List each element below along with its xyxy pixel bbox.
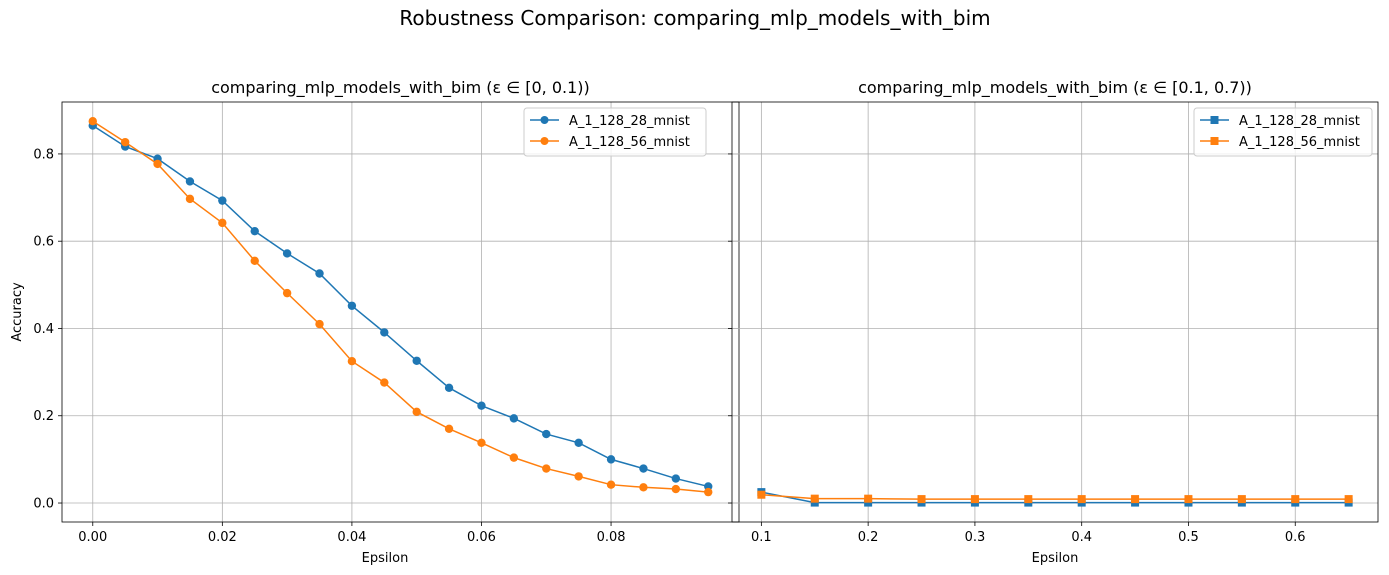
left-xtick-label: 0.08 (597, 530, 626, 545)
left-ytick-label: 0.2 (33, 409, 54, 424)
left-series-0-point (574, 438, 583, 447)
left-series-1-point (477, 438, 486, 447)
right-series-1-point (917, 495, 926, 504)
right-series-1-point (1077, 495, 1086, 504)
right-legend-marker-series-0 (1210, 116, 1219, 124)
left-ylabel: Accuracy (10, 282, 25, 342)
left-axes: comparing_mlp_models_with_bim (ε ∈ [0, 0… (10, 78, 740, 566)
left-series-1-point (704, 487, 713, 497)
right-series-1-line (761, 493, 1349, 500)
right-series-1-point (1344, 495, 1353, 504)
right-axes-title: comparing_mlp_models_with_bim (ε ∈ [0.1,… (858, 78, 1252, 98)
left-legend-marker-series-0 (540, 116, 549, 124)
left-series-1-point (542, 464, 551, 473)
right-xlabel: Epsilon (1032, 551, 1079, 566)
left-ytick-label: 0.4 (33, 322, 54, 337)
left-series-1-point (606, 480, 616, 489)
left-series-0-point (380, 328, 389, 337)
left-series (88, 117, 713, 497)
right-series-1-point (1131, 495, 1140, 504)
right-legend-marker-series-1 (1210, 137, 1219, 145)
left-ytick-label: 0.8 (33, 147, 54, 162)
left-series-1-point (347, 357, 357, 366)
right-series-1-point (810, 494, 819, 503)
right-series-1-point (1024, 495, 1033, 504)
left-ticks: 0.00 0.02 0.04 0.06 0.08 0.0 0.2 0.4 0.6 0.8 (33, 147, 625, 545)
right-series-1-point (1184, 495, 1193, 504)
left-grid (62, 102, 739, 522)
left-xtick-label: 0.04 (337, 530, 366, 545)
left-series-1-point (282, 288, 292, 298)
right-xtick-label: 0.4 (1071, 530, 1092, 545)
right-xtick-label: 0.5 (1178, 530, 1199, 545)
left-xtick-label: 0.00 (78, 530, 107, 545)
left-series-0-point (185, 177, 195, 186)
left-series-0-point (282, 249, 292, 258)
left-axes-frame (61, 101, 740, 523)
left-legend-label-series-1: A_1_128_56_mnist (569, 135, 690, 150)
left-series-1-point (380, 378, 389, 387)
left-series-0-point (477, 401, 486, 410)
left-series-0-point (606, 455, 616, 464)
left-series-1-point (315, 319, 324, 329)
right-legend: A_1_128_28_mnist A_1_128_56_mnist (1193, 107, 1373, 157)
left-series-1-point (444, 424, 454, 434)
left-series-1-point (120, 137, 130, 147)
right-series-1-point (757, 490, 766, 499)
right-xtick-label: 0.1 (751, 530, 772, 545)
left-series-0-point (542, 429, 551, 439)
left-xlabel: Epsilon (362, 551, 409, 566)
left-series-0-point (412, 356, 421, 365)
right-series-1-point (864, 494, 873, 503)
left-series-1-point (412, 407, 421, 417)
left-series-1-point (574, 472, 583, 481)
right-axes: comparing_mlp_models_with_bim (ε ∈ [0.1,… (728, 78, 1379, 566)
right-series (757, 488, 1353, 507)
left-series-1-point (671, 484, 681, 494)
right-grid (732, 102, 1378, 522)
left-series-1-point (639, 483, 648, 492)
left-series-1-line (92, 120, 709, 493)
left-series-0-point (639, 464, 648, 473)
left-series-1-point (153, 159, 162, 169)
left-ytick-label: 0.6 (33, 235, 54, 250)
left-xtick-label: 0.06 (467, 530, 496, 545)
right-series-1-point (970, 495, 979, 504)
left-xtick-label: 0.02 (208, 530, 237, 545)
right-legend-label-series-0: A_1_128_28_mnist (1239, 114, 1360, 129)
left-series-1-point (250, 256, 259, 266)
left-series-0-point (315, 269, 324, 278)
left-series-0-point (347, 301, 357, 310)
left-series-0-point (671, 474, 681, 483)
right-xtick-label: 0.2 (858, 530, 879, 545)
figure-suptitle: Robustness Comparison: comparing_mlp_mod… (399, 6, 990, 30)
right-axes-frame (731, 101, 1379, 523)
left-series-1-point (218, 218, 227, 228)
left-axes-title: comparing_mlp_models_with_bim (ε ∈ [0, 0… (211, 78, 590, 98)
left-legend-label-series-0: A_1_128_28_mnist (569, 114, 690, 129)
right-xtick-label: 0.6 (1285, 530, 1306, 545)
right-xtick-label: 0.3 (965, 530, 986, 545)
left-series-0-point (250, 226, 259, 236)
left-ytick-label: 0.0 (33, 497, 54, 512)
right-series-1-point (1291, 495, 1300, 504)
left-legend: A_1_128_28_mnist A_1_128_56_mnist (523, 107, 707, 157)
left-series-0-point (218, 196, 227, 205)
right-legend-label-series-1: A_1_128_56_mnist (1239, 135, 1360, 150)
left-legend-box (523, 107, 707, 157)
left-series-1-point (88, 117, 97, 126)
left-series-0-point (444, 383, 454, 393)
right-ticks: 0.1 0.2 0.3 0.4 0.5 0.6 (728, 153, 1306, 545)
left-series-0-line (92, 124, 709, 488)
left-series-0-point (509, 414, 519, 423)
right-series-0-line (761, 491, 1349, 504)
left-series-1-point (509, 453, 519, 462)
left-series-1-point (185, 194, 195, 204)
left-legend-marker-series-1 (540, 137, 549, 145)
right-legend-box (1193, 107, 1373, 157)
right-series-1-point (1237, 495, 1246, 504)
